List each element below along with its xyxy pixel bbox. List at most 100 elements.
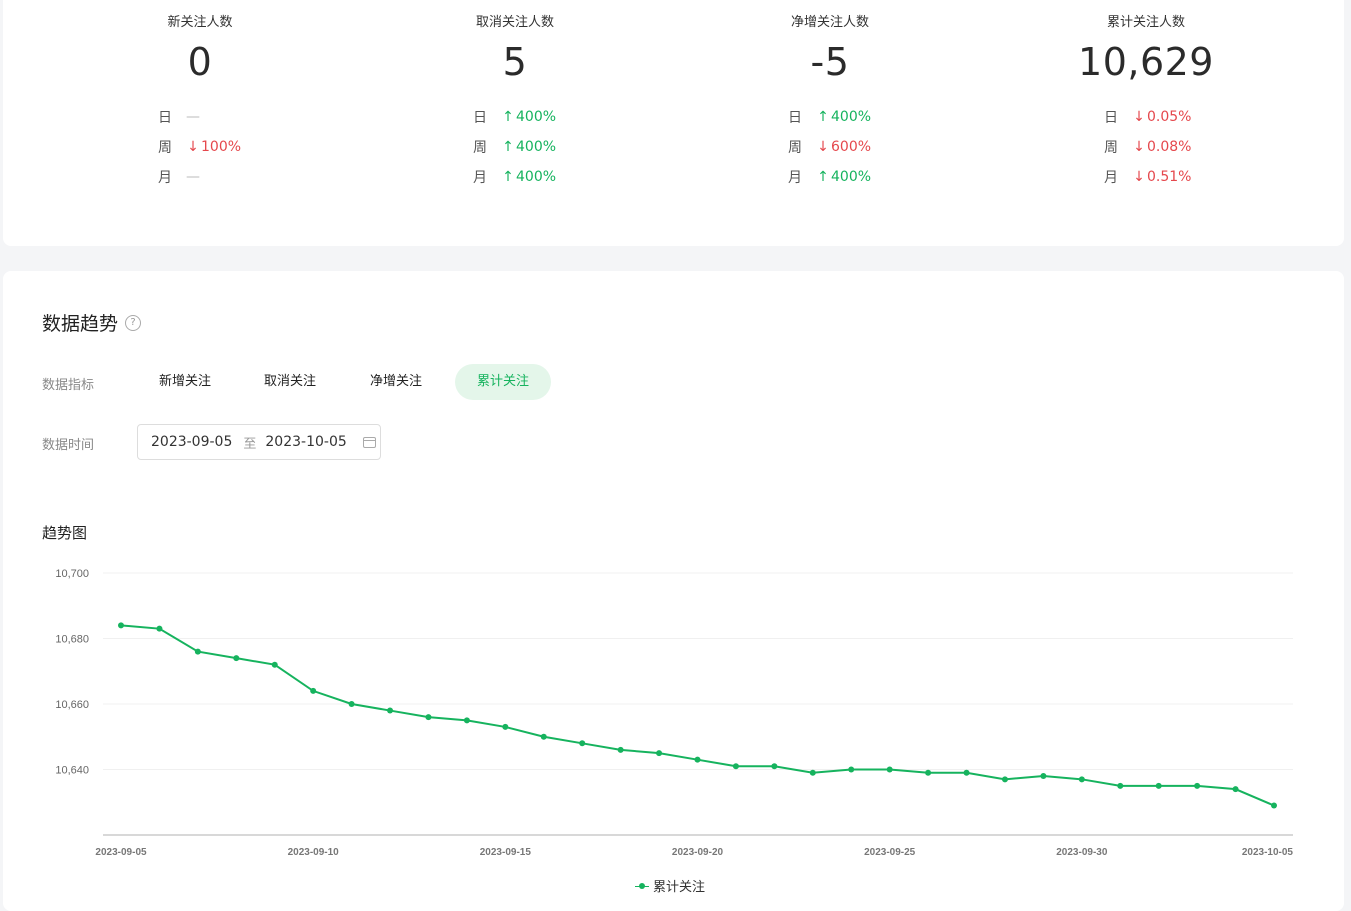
data-point[interactable]: [771, 763, 778, 770]
period-label: 日: [158, 110, 172, 126]
change-text: 400%: [516, 139, 557, 155]
change-text: 0.08%: [1147, 139, 1192, 155]
y-tick-label: 10,660: [55, 699, 89, 711]
data-point[interactable]: [1155, 782, 1162, 789]
chart-legend[interactable]: 累计关注: [635, 876, 705, 895]
data-point[interactable]: [425, 714, 432, 721]
period-label: 月: [1104, 170, 1118, 186]
stat-value: 10,629: [1078, 40, 1214, 84]
change-text: 600%: [831, 139, 872, 155]
data-point[interactable]: [348, 701, 355, 707]
period-label: 月: [158, 170, 172, 186]
stat-value: 0: [187, 40, 213, 84]
data-point[interactable]: [233, 655, 240, 662]
data-point[interactable]: [1078, 776, 1085, 783]
date-range-picker[interactable]: 2023-09-05 至 2023-10-05: [137, 424, 381, 460]
data-point[interactable]: [118, 622, 124, 629]
data-point[interactable]: [463, 717, 470, 724]
period-label: 日: [788, 110, 802, 126]
tab-unfollow[interactable]: 取消关注: [263, 374, 316, 389]
trend-chart: 10,640 10,660 10,680 10,700 2023-09-05 2023-0…: [55, 568, 1294, 858]
tab-new-follow[interactable]: 新增关注: [158, 374, 211, 389]
date-start[interactable]: 2023-09-05: [151, 434, 233, 450]
stat-change-row: 周 ↓ 600%: [788, 138, 871, 156]
arrow-up-icon: ↑: [502, 109, 514, 125]
y-tick-label: 10,700: [55, 568, 89, 580]
change-value: ↓ 0.51%: [1132, 169, 1191, 185]
arrow-up-icon: ↑: [817, 109, 829, 125]
date-end[interactable]: 2023-10-05: [265, 434, 347, 450]
data-point[interactable]: [925, 769, 932, 776]
data-point[interactable]: [1117, 782, 1124, 789]
data-point[interactable]: [502, 723, 509, 730]
series-line: [120, 624, 1275, 807]
data-point[interactable]: [579, 740, 586, 747]
data-point[interactable]: [540, 733, 547, 740]
x-tick-label: 2023-09-10: [288, 847, 340, 858]
stat-change-row: 日 ↓ 0.05%: [1104, 108, 1191, 126]
period-label: 月: [473, 170, 487, 186]
change-value: ↑ 400%: [816, 109, 871, 125]
arrow-down-icon: ↓: [1133, 139, 1145, 155]
arrow-up-icon: ↑: [502, 139, 514, 155]
period-label: 月: [788, 170, 802, 186]
data-point[interactable]: [886, 766, 893, 773]
data-point[interactable]: [656, 750, 663, 757]
change-text: 400%: [516, 109, 557, 125]
help-icon[interactable]: ?: [125, 314, 142, 331]
x-tick-label: 2023-10-05: [1242, 847, 1294, 858]
arrow-up-icon: ↑: [817, 169, 829, 185]
data-point[interactable]: [1194, 782, 1201, 789]
stat-title: 取消关注人数: [475, 15, 554, 30]
data-point[interactable]: [387, 707, 394, 714]
calendar-icon[interactable]: [362, 436, 376, 448]
change-value: ↑ 400%: [501, 139, 556, 155]
arrow-down-icon: ↓: [1133, 169, 1145, 185]
tab-net-follow[interactable]: 净增关注: [369, 374, 422, 389]
x-tick-label: 2023-09-20: [672, 847, 724, 858]
period-label: 周: [158, 140, 172, 156]
data-point[interactable]: [1232, 786, 1239, 793]
stat-title: 净增关注人数: [790, 15, 869, 30]
stat-change-row: 日 —: [158, 108, 200, 126]
change-text: 400%: [516, 169, 557, 185]
y-tick-label: 10,640: [55, 765, 89, 777]
data-point[interactable]: [310, 687, 317, 694]
legend-line-icon: [635, 882, 649, 890]
arrow-down-icon: ↓: [187, 139, 199, 155]
data-point[interactable]: [1001, 776, 1008, 783]
stat-change-row: 月 ↓ 0.51%: [1104, 168, 1191, 186]
data-point[interactable]: [732, 763, 739, 770]
period-label: 周: [788, 140, 802, 156]
data-point[interactable]: [848, 766, 855, 773]
data-point[interactable]: [194, 648, 201, 655]
change-value: ↑ 400%: [501, 169, 556, 185]
data-point[interactable]: [617, 746, 624, 753]
stat-change-row: 周 ↓ 0.08%: [1104, 138, 1191, 156]
data-point[interactable]: [809, 769, 816, 776]
chart-title: 趋势图: [42, 524, 88, 542]
time-filter-label: 数据时间: [42, 438, 95, 453]
data-point[interactable]: [694, 756, 701, 763]
y-tick-label: 10,680: [55, 634, 89, 646]
change-value: ↓ 600%: [816, 139, 871, 155]
data-point[interactable]: [1040, 773, 1047, 780]
x-tick-label: 2023-09-15: [480, 847, 532, 858]
period-label: 日: [1104, 110, 1118, 126]
tab-total-follow[interactable]: 累计关注: [455, 364, 551, 400]
stat-change-row: 日 ↑ 400%: [788, 108, 871, 126]
data-point[interactable]: [271, 661, 278, 668]
arrow-down-icon: ↓: [817, 139, 829, 155]
change-value: ↓ 100%: [186, 139, 241, 155]
stat-title: 新关注人数: [167, 15, 233, 30]
data-point[interactable]: [1271, 802, 1277, 809]
data-point[interactable]: [156, 625, 163, 632]
stat-change-row: 周 ↓ 100%: [158, 138, 241, 156]
x-tick-label: 2023-09-25: [864, 847, 916, 858]
data-point[interactable]: [963, 769, 970, 776]
change-text: 400%: [831, 109, 872, 125]
change-value: —: [186, 109, 200, 125]
change-text: 0.51%: [1147, 169, 1192, 185]
x-tick-label: 2023-09-05: [95, 847, 147, 858]
stat-change-row: 月 —: [158, 168, 200, 186]
